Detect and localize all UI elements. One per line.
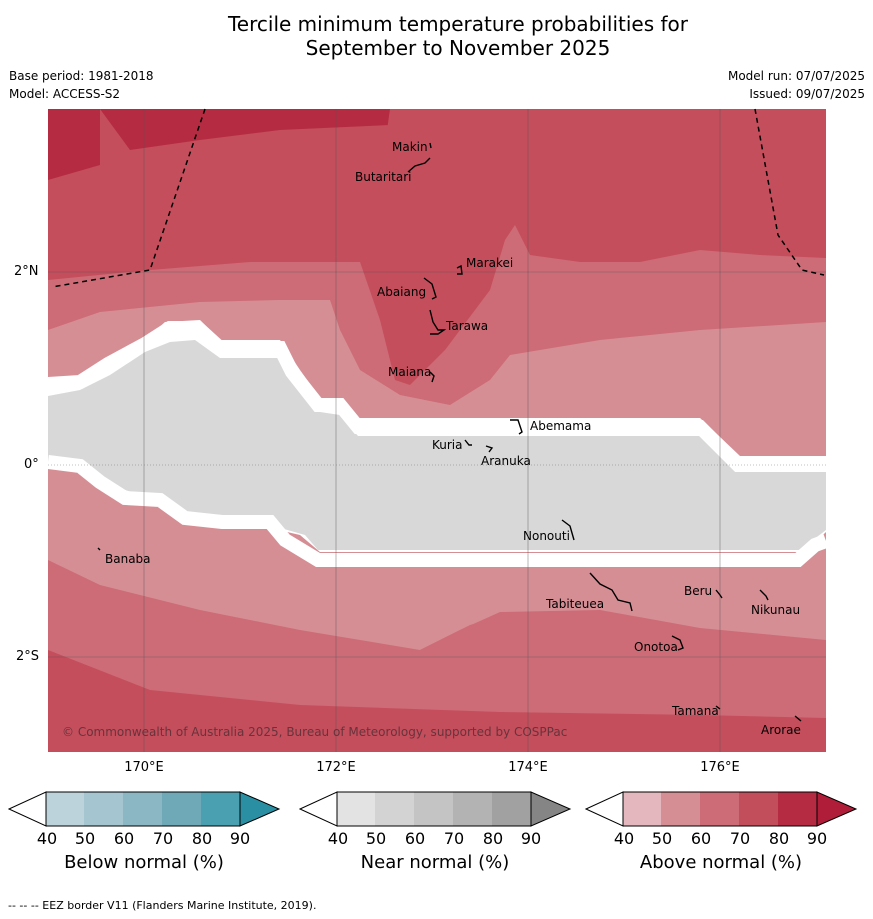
island-label-abaiang: Abaiang [377,285,426,299]
colorbar-swatch-50 [375,792,414,826]
map-gridlines [48,109,826,752]
colorbar-tick-label: 80 [483,829,503,848]
colorbar-tick-label: 60 [691,829,711,848]
lon-label-172e: 172°E [316,760,356,775]
island-label-tabiteuea: Tabiteuea [545,597,604,611]
colorbar-swatch-70 [162,792,201,826]
colorbar-tick-label: 70 [153,829,173,848]
colorbar-tick-label: 40 [614,829,634,848]
region-near-normal [48,340,826,550]
island-label-onotoa: Onotoa [634,640,678,654]
island-label-arorae: Arorae [761,723,801,737]
colorbar-tick-label: 60 [114,829,134,848]
lat-label-2s: 2°S [16,649,40,664]
colorbar-swatch-80 [201,792,240,826]
island-label-tamana: Tamana [671,704,719,718]
model-name: Model: ACCESS-S2 [9,87,121,101]
island-label-butaritari: Butaritari [355,170,412,184]
lon-label-170e: 170°E [124,760,164,775]
island-label-nikunau: Nikunau [751,603,800,617]
colorbar-swatch-90 [239,791,281,827]
colorbar-tick-label: 90 [230,829,250,848]
colorbar-swatch-90 [816,791,858,827]
colorbar-title-below: Below normal (%) [64,852,224,873]
colorbar-tick-label: 80 [769,829,789,848]
island-label-maiana: Maiana [388,365,431,379]
lon-label-174e: 174°E [508,760,548,775]
colorbar-title-near: Near normal (%) [360,852,510,873]
colorbar-tick-label: 90 [807,829,827,848]
colorbar-tick-label: 50 [75,829,95,848]
colorbar-swatch-70 [739,792,778,826]
colorbar-swatch-40 [623,792,661,826]
map-fill-regions [48,109,826,752]
island-label-abemama: Abemama [530,419,591,433]
copyright-notice: © Commonwealth of Australia 2025, Bureau… [62,725,567,739]
colorbar-tick-label: 90 [521,829,541,848]
colorbar-swatch-40 [46,792,84,826]
colorbar-tick-label: 80 [192,829,212,848]
island-shapes [97,142,802,722]
colorbar-above-normal: 40 50 60 70 80 90 [585,791,858,848]
probability-map: Makin Butaritari Marakei Abaiang Tarawa … [48,108,826,752]
colorbar-title-above: Above normal (%) [639,852,803,873]
colorbar-tick-label: 60 [405,829,425,848]
colorbar-swatch-60 [414,792,453,826]
colorbar-tick-label: 40 [37,829,57,848]
colorbar-tick-label: 70 [730,829,750,848]
lat-label-0: 0° [24,457,39,472]
eez-borders [51,108,825,288]
colorbar-swatch-60 [123,792,162,826]
meta-right: Model run: 07/07/2025 Issued: 09/07/2025 [728,67,865,103]
colorbar-swatch-80 [492,792,531,826]
lon-label-176e: 176°E [700,760,740,775]
island-label-beru: Beru [684,584,712,598]
meta-left: Base period: 1981-2018 Model: ACCESS-S2 [9,67,154,103]
colorbar-near-normal: 40 50 60 70 80 90 [299,791,572,848]
colorbar-swatch-90 [530,791,572,827]
colorbar-tick-label: 40 [328,829,348,848]
colorbar-swatch-50 [84,792,123,826]
colorbar-swatch-40 [337,792,375,826]
island-label-makin: Makin [392,140,428,154]
colorbar-tick-label: 50 [652,829,672,848]
island-label-kuria: Kuria [432,438,463,452]
colorbar-swatch-80 [778,792,817,826]
colorbar-tick-label: 50 [366,829,386,848]
colorbar-swatch-70 [453,792,492,826]
lat-label-2n: 2°N [14,264,39,279]
base-period: Base period: 1981-2018 [9,69,154,83]
colorbar-below-normal: 40 50 60 70 80 90 [8,791,281,848]
island-label-aranuka: Aranuka [481,454,531,468]
colorbar-swatch-60 [700,792,739,826]
model-run: Model run: 07/07/2025 [727,69,865,83]
island-label-tarawa: Tarawa [445,319,488,333]
island-label-nonouti: Nonouti [523,529,570,543]
island-label-marakei: Marakei [466,256,513,270]
island-label-banaba: Banaba [105,552,151,566]
colorbar-tick-label: 70 [444,829,464,848]
title-line-2: September to November 2025 [305,36,611,60]
issued-date: Issued: 09/07/2025 [749,87,865,101]
chart-title: Tercile minimum temperature probabilitie… [0,12,873,60]
footer-note: -- -- -- EEZ border V11 (Flanders Marine… [8,899,317,912]
colorbar-swatch-50 [661,792,700,826]
title-line-1: Tercile minimum temperature probabilitie… [227,12,689,36]
